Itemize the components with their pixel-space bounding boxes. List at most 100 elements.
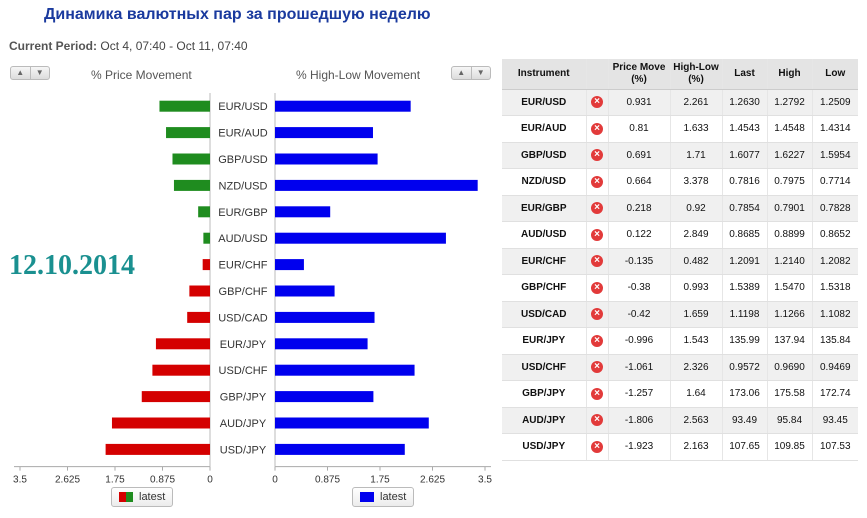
- highlow-tick-label: 2.625: [420, 475, 445, 486]
- table-row: EUR/AUD × 0.81 1.633 1.4543 1.4548 1.4314: [502, 115, 858, 143]
- sort-down-icon[interactable]: ▼: [29, 67, 50, 79]
- highlow-legend-swatch: [360, 492, 374, 502]
- low-cell: 93.45: [811, 407, 858, 434]
- high-cell: 1.5470: [766, 274, 812, 302]
- sort-down-icon[interactable]: ▼: [470, 67, 491, 79]
- high-cell: 137.94: [766, 327, 812, 355]
- low-cell: 1.2082: [811, 248, 858, 275]
- category-label: USD/CHF: [219, 365, 268, 377]
- highlow-legend[interactable]: latest: [352, 487, 415, 507]
- remove-icon[interactable]: ×: [591, 414, 603, 427]
- high-low-cell: 2.163: [669, 433, 722, 461]
- remove-icon[interactable]: ×: [591, 334, 603, 347]
- price-move-cell: 0.664: [607, 168, 670, 196]
- period-label: Current Period:: [9, 39, 98, 53]
- instrument-cell: NZD/USD: [502, 168, 587, 196]
- high-low-cell: 2.261: [669, 89, 722, 116]
- price-move-cell: -0.42: [607, 301, 670, 328]
- col-last[interactable]: Last: [721, 59, 767, 90]
- highlow-bar: [275, 364, 415, 376]
- col-price-move[interactable]: Price Move (%): [607, 59, 670, 90]
- remove-icon[interactable]: ×: [591, 361, 603, 374]
- highlow-bar: [275, 153, 378, 165]
- highlow-sort-control[interactable]: ▲ ▼: [451, 66, 491, 80]
- period-value: Oct 4, 07:40 - Oct 11, 07:40: [100, 39, 248, 53]
- last-cell: 0.8685: [721, 221, 767, 249]
- remove-icon[interactable]: ×: [591, 387, 603, 400]
- col-high-low[interactable]: High-Low (%): [669, 59, 722, 90]
- instrument-cell: EUR/AUD: [502, 115, 587, 143]
- instrument-cell: USD/CHF: [502, 354, 587, 381]
- remove-icon[interactable]: ×: [591, 175, 603, 188]
- low-cell: 0.9469: [811, 354, 858, 381]
- high-low-cell: 3.378: [669, 168, 722, 196]
- price-bar: [173, 179, 210, 191]
- price-bar: [105, 443, 210, 455]
- price-tick-label: 1.75: [105, 475, 125, 486]
- table-row: AUD/JPY × -1.806 2.563 93.49 95.84 93.45: [502, 407, 858, 434]
- col-high[interactable]: High: [766, 59, 812, 90]
- high-low-cell: 0.92: [669, 195, 722, 222]
- table-row: EUR/JPY × -0.996 1.543 135.99 137.94 135.84: [502, 327, 858, 355]
- low-cell: 0.7714: [811, 168, 858, 196]
- remove-cell: ×: [586, 327, 608, 355]
- high-cell: 109.85: [766, 433, 812, 461]
- col-remove: [586, 59, 608, 90]
- last-cell: 93.49: [721, 407, 767, 434]
- instrument-cell: EUR/JPY: [502, 327, 587, 355]
- remove-cell: ×: [586, 221, 608, 249]
- price-legend[interactable]: latest: [111, 487, 174, 507]
- low-cell: 1.5954: [811, 142, 858, 169]
- price-move-cell: -1.806: [607, 407, 670, 434]
- price-tick-label: 0.875: [150, 475, 175, 486]
- price-move-cell: 0.81: [607, 115, 670, 143]
- highlow-bar: [275, 338, 368, 350]
- current-period: Current Period: Oct 4, 07:40 - Oct 11, 0…: [9, 39, 248, 53]
- category-label: AUD/USD: [218, 233, 268, 245]
- remove-icon[interactable]: ×: [591, 202, 603, 215]
- highlow-bar: [275, 100, 411, 112]
- price-sort-control[interactable]: ▲ ▼: [10, 66, 50, 80]
- remove-icon[interactable]: ×: [591, 255, 603, 268]
- highlow-tick-label: 3.5: [478, 475, 492, 486]
- low-cell: 0.7828: [811, 195, 858, 222]
- table-row: USD/CAD × -0.42 1.659 1.1198 1.1266 1.1082: [502, 301, 858, 328]
- remove-icon[interactable]: ×: [591, 440, 603, 453]
- remove-icon[interactable]: ×: [591, 122, 603, 135]
- highlow-tick-label: 0.875: [315, 475, 340, 486]
- remove-icon[interactable]: ×: [591, 149, 603, 162]
- table-row: GBP/JPY × -1.257 1.64 173.06 175.58 172.74: [502, 380, 858, 408]
- high-low-cell: 1.659: [669, 301, 722, 328]
- highlow-legend-label: latest: [380, 491, 407, 503]
- price-bar: [187, 311, 210, 323]
- price-move-cell: 0.931: [607, 89, 670, 116]
- col-low[interactable]: Low: [811, 59, 858, 90]
- instrument-cell: AUD/JPY: [502, 407, 587, 434]
- last-cell: 1.2630: [721, 89, 767, 116]
- sort-up-icon[interactable]: ▲: [457, 68, 466, 77]
- instrument-cell: USD/CAD: [502, 301, 587, 328]
- table-header-row: Instrument Price Move (%) High-Low (%) L…: [502, 59, 858, 90]
- remove-icon[interactable]: ×: [591, 228, 603, 241]
- remove-icon[interactable]: ×: [591, 281, 603, 294]
- category-label: EUR/CHF: [219, 260, 268, 272]
- col-instrument[interactable]: Instrument: [502, 59, 587, 90]
- last-cell: 173.06: [721, 380, 767, 408]
- remove-icon[interactable]: ×: [591, 308, 603, 321]
- highlow-tick-label: 0: [272, 475, 278, 486]
- sort-up-icon[interactable]: ▲: [16, 68, 25, 77]
- low-cell: 135.84: [811, 327, 858, 355]
- price-tick-label: 3.5: [13, 475, 27, 486]
- remove-icon[interactable]: ×: [591, 96, 603, 109]
- price-legend-swatch: [119, 492, 133, 502]
- instrument-cell: GBP/CHF: [502, 274, 587, 302]
- table-row: USD/CHF × -1.061 2.326 0.9572 0.9690 0.9469: [502, 354, 858, 381]
- last-cell: 135.99: [721, 327, 767, 355]
- highlow-bar: [275, 259, 304, 271]
- price-bar: [198, 206, 210, 218]
- price-bar: [172, 153, 210, 165]
- price-move-cell: 0.122: [607, 221, 670, 249]
- low-cell: 1.1082: [811, 301, 858, 328]
- high-cell: 1.6227: [766, 142, 812, 169]
- highlow-bar: [275, 285, 335, 297]
